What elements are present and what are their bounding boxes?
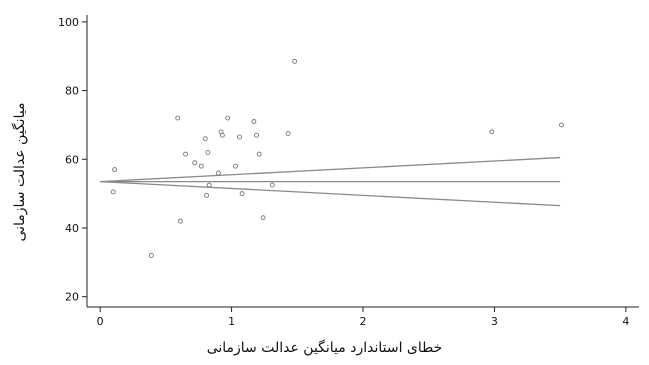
- data-point: [110, 189, 116, 195]
- data-point: [177, 218, 183, 224]
- y-tick-label: 80: [65, 85, 79, 98]
- data-point: [237, 134, 242, 140]
- y-tick-label: 20: [65, 291, 79, 304]
- funnel-line: [100, 180, 561, 207]
- x-tick-label: 3: [491, 315, 498, 328]
- data-point: [192, 160, 198, 166]
- data-point: [559, 122, 564, 128]
- data-point: [219, 132, 225, 138]
- data-point: [254, 132, 259, 138]
- data-point: [233, 163, 238, 169]
- x-tick-label: 2: [360, 315, 367, 328]
- data-point: [175, 115, 181, 121]
- y-tick-label: 60: [65, 153, 79, 166]
- data-point: [251, 119, 257, 124]
- data-point: [269, 182, 275, 188]
- data-point: [112, 167, 118, 173]
- data-point: [256, 151, 262, 157]
- data-point: [285, 131, 291, 136]
- y-tick-label: 100: [58, 16, 79, 29]
- y-tick-label: 40: [65, 222, 79, 235]
- funnel-line: [100, 156, 561, 183]
- data-point: [260, 215, 266, 221]
- data-point: [205, 149, 211, 155]
- data-point: [489, 129, 495, 135]
- data-point: [183, 151, 189, 157]
- data-point: [292, 58, 298, 64]
- data-point: [215, 170, 221, 176]
- x-tick-label: 1: [228, 315, 235, 328]
- x-tick-label: 0: [97, 315, 104, 328]
- data-point: [206, 182, 212, 188]
- data-point: [204, 192, 210, 198]
- data-point: [202, 136, 208, 142]
- data-point: [148, 253, 154, 258]
- data-point: [225, 115, 231, 121]
- data-point: [198, 163, 204, 169]
- x-tick-label: 4: [622, 315, 629, 328]
- x-axis-label: خطای استاندارد میانگین عدالت سازمانی: [206, 340, 443, 356]
- y-axis-label: میانگین عدالت سازمانی: [12, 102, 28, 242]
- data-point: [239, 191, 245, 197]
